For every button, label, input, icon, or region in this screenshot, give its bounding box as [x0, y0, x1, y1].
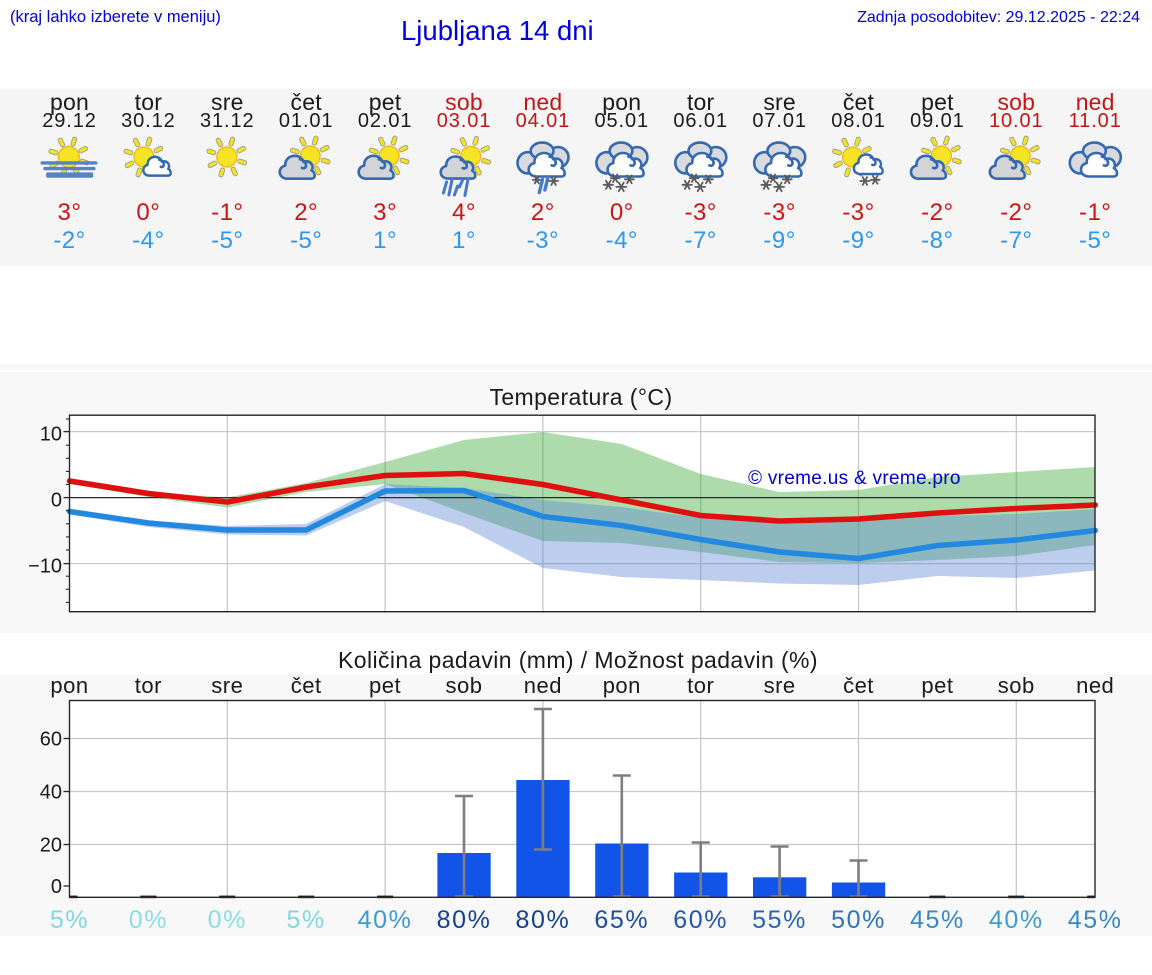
svg-text:čet: čet [291, 673, 322, 698]
svg-text:−10: −10 [28, 556, 62, 578]
svg-text:sob: sob [446, 673, 483, 698]
svg-text:Temperatura (°C): Temperatura (°C) [489, 384, 672, 410]
svg-text:0%: 0% [129, 906, 168, 934]
svg-text:0%: 0% [208, 906, 247, 934]
svg-text:5%: 5% [50, 906, 89, 934]
svg-text:10: 10 [40, 424, 62, 446]
svg-text:pon: pon [50, 673, 88, 698]
svg-text:© vreme.us & vreme.pro: © vreme.us & vreme.pro [748, 468, 961, 489]
svg-text:0: 0 [51, 490, 62, 512]
svg-text:ned: ned [524, 673, 562, 698]
svg-text:80%: 80% [437, 906, 492, 934]
svg-text:50%: 50% [831, 906, 886, 934]
svg-text:pet: pet [921, 673, 953, 698]
svg-text:Količina padavin (mm) / Možnos: Količina padavin (mm) / Možnost padavin … [338, 647, 818, 673]
svg-text:5%: 5% [287, 906, 326, 934]
svg-text:20: 20 [40, 835, 62, 857]
svg-text:ned: ned [1076, 673, 1114, 698]
svg-text:pon: pon [603, 673, 641, 698]
svg-text:tor: tor [687, 673, 714, 698]
svg-text:40%: 40% [989, 906, 1044, 934]
svg-text:55%: 55% [752, 906, 807, 934]
svg-text:45%: 45% [1068, 906, 1123, 934]
svg-text:40: 40 [40, 782, 62, 804]
svg-text:40%: 40% [358, 906, 413, 934]
svg-text:0: 0 [51, 876, 62, 898]
svg-text:65%: 65% [594, 906, 649, 934]
svg-text:sob: sob [998, 673, 1035, 698]
svg-text:45%: 45% [910, 906, 965, 934]
svg-text:pet: pet [369, 673, 401, 698]
svg-text:sre: sre [764, 673, 796, 698]
svg-text:sre: sre [211, 673, 243, 698]
svg-text:60%: 60% [673, 906, 728, 934]
svg-text:60: 60 [40, 729, 62, 751]
svg-text:čet: čet [843, 673, 874, 698]
svg-text:80%: 80% [515, 906, 570, 934]
svg-text:tor: tor [135, 673, 162, 698]
